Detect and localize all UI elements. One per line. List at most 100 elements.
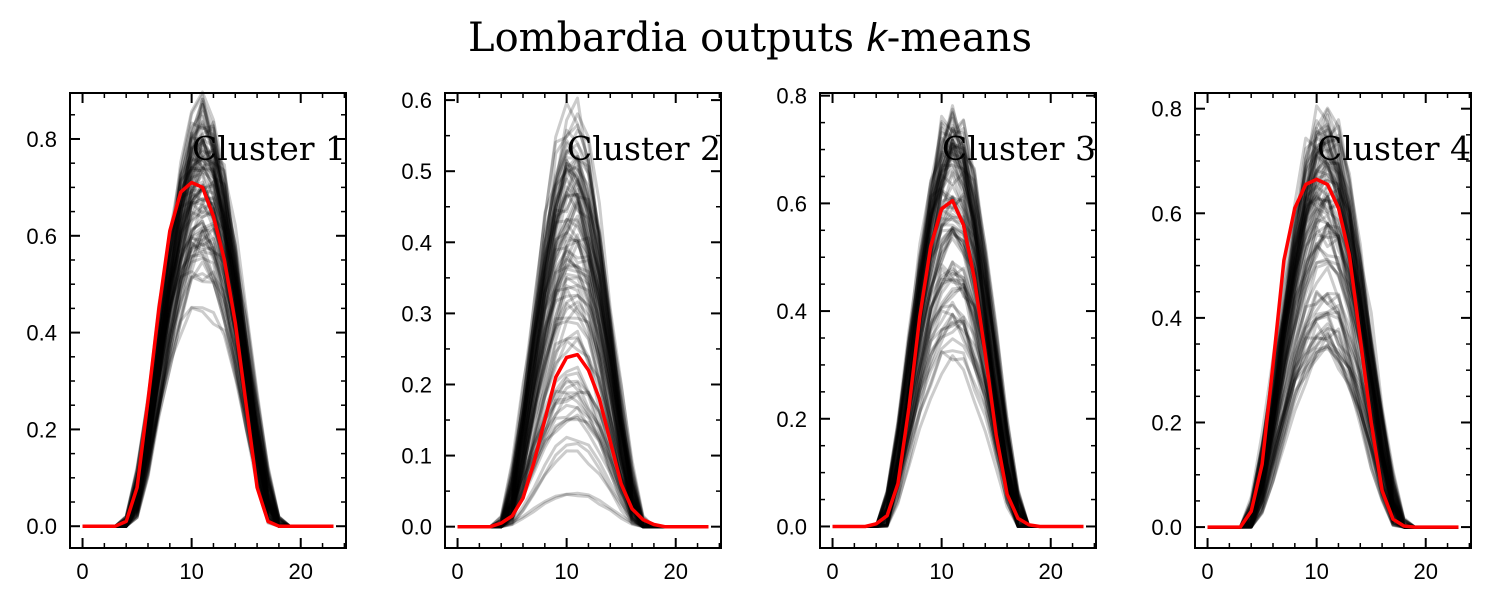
sample-line	[82, 256, 334, 528]
sample-line	[832, 337, 1084, 528]
y-tick-label: 0.0	[1151, 515, 1182, 540]
sample-line	[457, 339, 709, 529]
cluster-label: Cluster 4	[1317, 129, 1471, 168]
sample-line	[1207, 343, 1459, 529]
sample-line	[1207, 303, 1459, 529]
sample-line	[1207, 335, 1459, 529]
mean-line	[82, 180, 334, 528]
sample-line	[1207, 225, 1459, 529]
sample-line	[82, 167, 334, 528]
sample-line	[457, 416, 709, 529]
sample-line	[1207, 347, 1459, 529]
axes-frame	[1194, 92, 1472, 549]
sample-line	[832, 312, 1084, 528]
sample-line	[832, 349, 1084, 528]
sample-line	[82, 275, 334, 528]
panel-1: 0 10 20 0.0 0.2 0.4 0.6 0.8 Cluster 1	[26, 90, 347, 584]
sample-line	[82, 165, 334, 528]
axes-frame	[819, 92, 1097, 549]
cluster-label: Cluster 3	[942, 129, 1096, 168]
y-tick-label: 0.6	[401, 88, 432, 113]
y-tick-label: 0.2	[26, 417, 57, 442]
y-tick-label: 0.5	[401, 159, 432, 184]
sample-lines	[1207, 104, 1459, 529]
sample-line	[1207, 345, 1459, 529]
x-tick-label: 10	[554, 559, 578, 584]
panel-3: 0 10 20 0.0 0.2 0.4 0.6 0.8 Cluster 3	[776, 84, 1097, 584]
y-tick-label: 0.4	[401, 230, 432, 255]
sample-line	[82, 253, 334, 528]
sample-line	[832, 207, 1084, 528]
sample-line	[832, 223, 1084, 528]
figure-title-k: k	[867, 16, 889, 60]
y-tick-label: 0.6	[776, 191, 807, 216]
y-tick-label: 0.0	[401, 515, 432, 540]
sample-line	[82, 235, 334, 528]
x-tick-label: 20	[663, 559, 687, 584]
y-tick-label: 0.0	[776, 514, 807, 539]
panels: 0 10 20 0.0 0.2 0.4 0.6 0.8 Cluster 1 0 10 20 0.0 0.1…	[26, 84, 1472, 584]
x-tick-label: 0	[1201, 559, 1213, 584]
sample-line	[1207, 233, 1459, 529]
x-tick-label: 10	[1304, 559, 1328, 584]
sample-line	[82, 241, 334, 528]
ticks: 0 10 20 0.0 0.2 0.4 0.6 0.8	[26, 93, 346, 584]
x-tick-label: 20	[288, 559, 312, 584]
y-tick-label: 0.6	[26, 224, 57, 249]
ticks: 0 10 20 0.0 0.2 0.4 0.6 0.8	[1151, 93, 1471, 584]
sample-line	[82, 166, 334, 528]
sample-line	[832, 261, 1084, 528]
mean-line	[832, 198, 1084, 529]
sample-line	[832, 277, 1084, 528]
sample-line	[832, 207, 1084, 528]
sample-line	[457, 413, 709, 529]
y-tick-label: 0.8	[1151, 97, 1182, 122]
sample-line	[832, 263, 1084, 528]
y-tick-label: 0.2	[401, 372, 432, 397]
x-tick-label: 0	[826, 559, 838, 584]
sample-line	[832, 300, 1084, 528]
sample-line	[832, 350, 1084, 528]
ticks: 0 10 20 0.0 0.2 0.4 0.6 0.8	[776, 84, 1096, 584]
sample-line	[832, 354, 1084, 528]
y-tick-label: 0.2	[1151, 410, 1182, 435]
x-tick-label: 20	[1413, 559, 1437, 584]
y-tick-label: 0.4	[776, 299, 807, 324]
x-tick-label: 10	[179, 559, 203, 584]
sample-line	[82, 165, 334, 528]
sample-line	[832, 212, 1084, 528]
y-tick-label: 0.4	[26, 321, 57, 346]
figure-title: Lombardia outputs k-means	[468, 15, 1032, 61]
y-tick-label: 0.4	[1151, 306, 1182, 331]
y-tick-label: 0.1	[401, 444, 432, 469]
y-tick-label: 0.6	[1151, 201, 1182, 226]
y-tick-label: 0.8	[26, 127, 57, 152]
sample-line	[832, 267, 1084, 528]
sample-line	[1207, 244, 1459, 529]
sample-line	[457, 418, 709, 529]
sample-line	[82, 242, 334, 528]
sample-line	[832, 216, 1084, 528]
sample-line	[1207, 333, 1459, 529]
panel-2: 0 10 20 0.0 0.1 0.2 0.3 0.4 0.5 0.6 Cluster 2	[401, 88, 722, 584]
sample-line	[832, 260, 1084, 528]
cluster-label: Cluster 2	[567, 129, 721, 168]
sample-line	[82, 250, 334, 528]
sample-line	[1207, 331, 1459, 529]
sample-line	[82, 166, 334, 528]
sample-line	[457, 435, 709, 529]
y-tick-label: 0.8	[776, 84, 807, 109]
mean-line	[457, 352, 709, 529]
sample-line	[1207, 343, 1459, 529]
sample-lines	[832, 104, 1084, 528]
y-tick-label: 0.3	[401, 301, 432, 326]
panel-4: 0 10 20 0.0 0.2 0.4 0.6 0.8 Cluster 4	[1151, 92, 1472, 584]
sample-line	[832, 303, 1084, 528]
sample-line	[82, 305, 334, 528]
figure-title-main: Lombardia outputs	[468, 15, 867, 61]
y-tick-label: 0.2	[776, 407, 807, 432]
sample-line	[832, 312, 1084, 528]
y-tick-label: 0.0	[26, 514, 57, 539]
ticks: 0 10 20 0.0 0.1 0.2 0.3 0.4 0.5 0.6	[401, 88, 721, 584]
